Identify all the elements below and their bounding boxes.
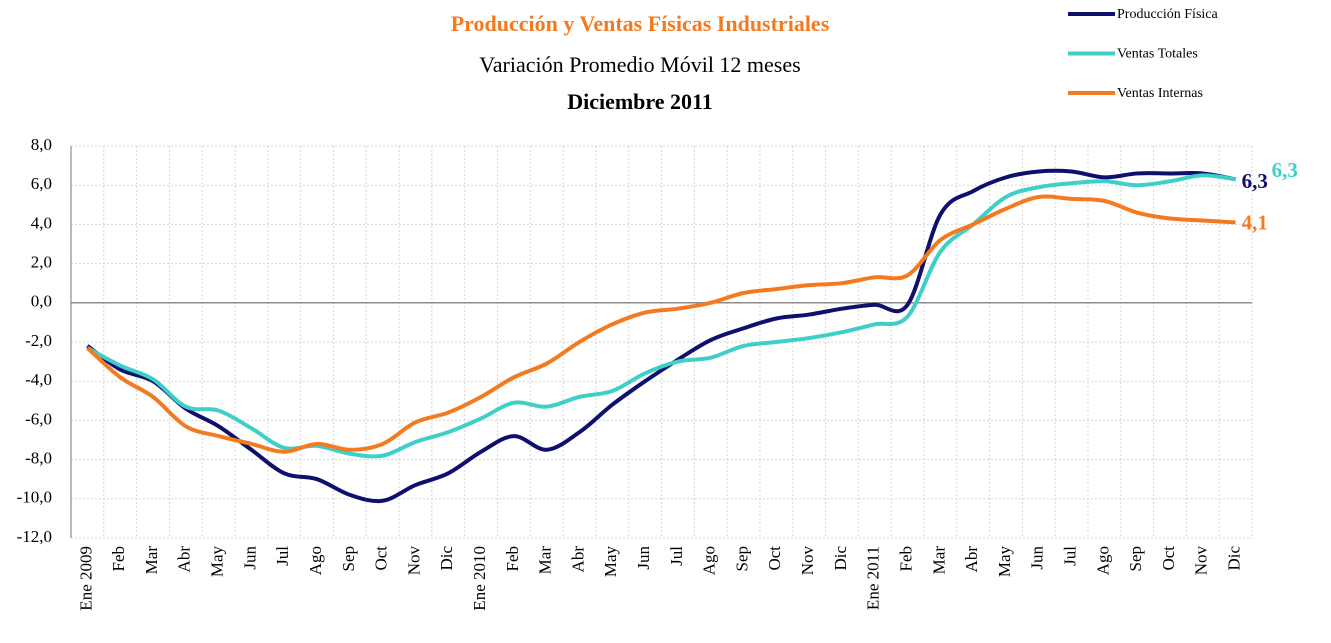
x-tick-label: Feb	[896, 546, 915, 572]
x-tick-label: Ago	[306, 546, 325, 575]
x-tick-label: Oct	[1159, 546, 1178, 571]
data-label: 4,1	[1242, 210, 1268, 234]
x-tick-label: Mar	[536, 546, 555, 575]
x-tick-label: Dic	[1225, 546, 1244, 571]
x-tick-label: May	[208, 546, 227, 578]
legend-label: Producción Física	[1117, 7, 1218, 22]
x-tick-label: Oct	[765, 546, 784, 571]
legend-label: Ventas Totales	[1117, 47, 1198, 62]
x-tick-label: Feb	[503, 546, 522, 572]
legend-label: Ventas Internas	[1117, 86, 1203, 101]
y-tick-label: -4,0	[25, 370, 52, 389]
y-tick-label: -12,0	[17, 527, 52, 546]
x-tick-label: Oct	[372, 546, 391, 571]
x-tick-label: Ene 2009	[76, 546, 95, 611]
series-line	[86, 168, 1236, 504]
data-label: 6,3	[1272, 158, 1298, 182]
x-tick-label: Jun	[240, 546, 259, 570]
x-tick-label: Sep	[1126, 546, 1145, 572]
x-tick-label: Abr	[962, 546, 981, 573]
x-tick-label: Mar	[929, 546, 948, 575]
x-tick-label: Ene 2011	[864, 546, 883, 610]
chart-title: Producción y Ventas Físicas Industriales	[451, 11, 830, 36]
x-tick-label: Feb	[109, 546, 128, 572]
y-tick-label: 6,0	[31, 174, 52, 193]
x-tick-label: Jul	[667, 546, 686, 566]
x-tick-label: Abr	[568, 546, 587, 573]
y-tick-label: -8,0	[25, 449, 52, 468]
x-tick-label: Nov	[798, 546, 817, 576]
x-tick-label: Jun	[1028, 546, 1047, 570]
x-tick-label: May	[601, 546, 620, 578]
y-tick-label: 8,0	[31, 135, 52, 154]
y-tick-label: -10,0	[17, 488, 52, 507]
y-tick-label: 0,0	[31, 292, 52, 311]
x-tick-label: Ene 2010	[470, 546, 489, 611]
y-tick-label: 2,0	[31, 253, 52, 272]
y-tick-label: 4,0	[31, 213, 52, 232]
y-tick-label: -6,0	[25, 409, 52, 428]
data-label: 6,3	[1242, 169, 1268, 193]
y-tick-label: -2,0	[25, 331, 52, 350]
x-tick-label: Mar	[142, 546, 161, 575]
series-line	[86, 173, 1236, 459]
x-tick-label: Nov	[404, 546, 423, 576]
x-tick-label: Jul	[273, 546, 292, 566]
x-tick-label: Sep	[339, 546, 358, 572]
x-tick-label: Abr	[175, 546, 194, 573]
x-tick-label: Sep	[732, 546, 751, 572]
x-tick-label: Jul	[1060, 546, 1079, 566]
x-tick-label: Nov	[1192, 546, 1211, 576]
x-tick-label: Dic	[437, 546, 456, 571]
x-tick-label: Dic	[831, 546, 850, 571]
chart-period: Diciembre 2011	[567, 89, 713, 114]
x-tick-label: Ago	[1093, 546, 1112, 575]
chart-subtitle: Variación Promedio Móvil 12 meses	[479, 52, 800, 77]
x-tick-label: May	[995, 546, 1014, 578]
x-tick-label: Ago	[700, 546, 719, 575]
series-line	[86, 194, 1236, 454]
x-tick-label: Jun	[634, 546, 653, 570]
